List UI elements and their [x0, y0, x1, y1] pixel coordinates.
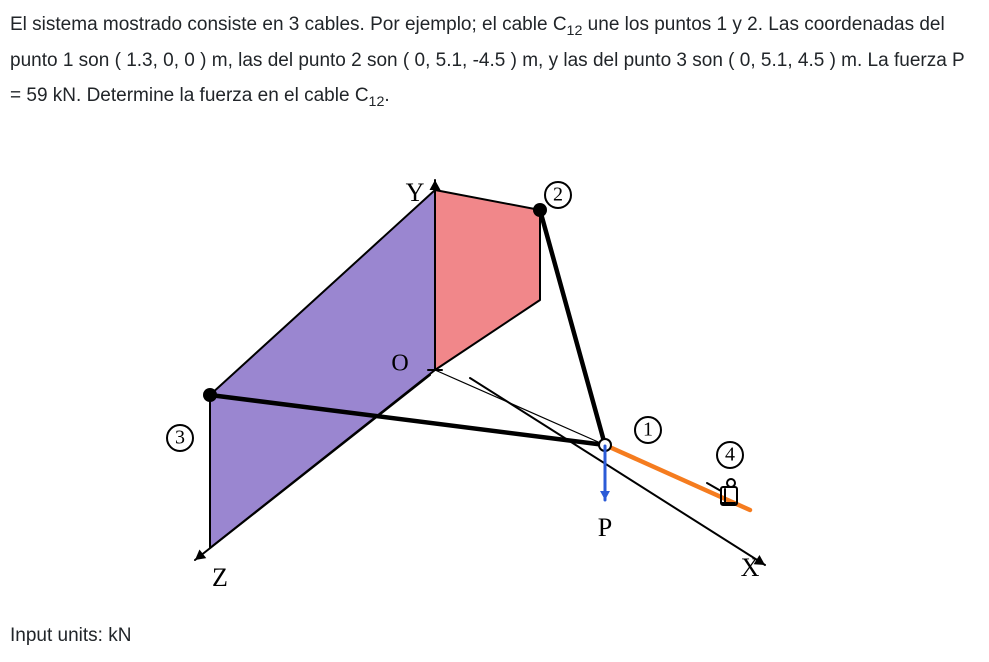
svg-text:Z: Z [212, 563, 228, 592]
svg-text:3: 3 [175, 427, 185, 449]
cable-c12 [540, 210, 605, 445]
diagram-svg: Y X Z O P 1 2 3 4 [140, 170, 790, 600]
diagram-container: Y X Z O P 1 2 3 4 [140, 170, 790, 600]
point-3-dot [203, 388, 217, 402]
svg-text:4: 4 [725, 444, 735, 466]
svg-text:Y: Y [406, 178, 425, 207]
point-2-dot [533, 203, 547, 217]
axis-X [470, 378, 765, 565]
input-units-label: Input units: kN [10, 625, 131, 647]
problem-statement: El sistema mostrado consiste en 3 cables… [10, 8, 980, 115]
svg-text:X: X [741, 553, 760, 582]
svg-text:O: O [391, 351, 408, 377]
svg-text:1: 1 [643, 419, 653, 441]
svg-text:P: P [598, 513, 612, 542]
page-root: El sistema mostrado consiste en 3 cables… [0, 0, 989, 662]
svg-text:2: 2 [553, 184, 563, 206]
wall-pink [435, 190, 540, 370]
